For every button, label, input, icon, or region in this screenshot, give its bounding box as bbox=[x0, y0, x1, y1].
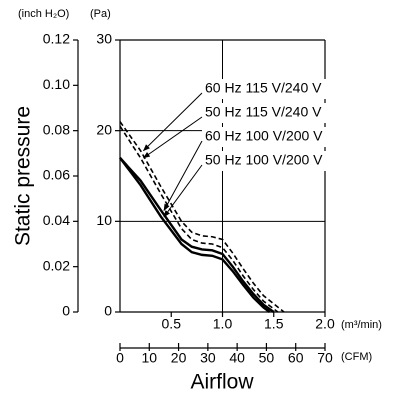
y2-tick-label: 0 bbox=[62, 303, 70, 319]
x2-tick-label: 30 bbox=[200, 350, 216, 366]
legend-bg bbox=[202, 103, 364, 123]
x2-tick-label: 70 bbox=[317, 350, 333, 366]
y-unit: (Pa) bbox=[90, 8, 111, 20]
x2-tick-label: 10 bbox=[141, 350, 157, 366]
series-line bbox=[119, 121, 285, 313]
y2-tick-label: 0.08 bbox=[43, 121, 70, 137]
y-tick-label: 20 bbox=[96, 121, 112, 137]
y2-tick-label: 0.06 bbox=[43, 167, 70, 183]
series-line bbox=[119, 125, 279, 313]
legend-bg bbox=[202, 79, 364, 99]
x-axis-title: Airflow bbox=[190, 371, 254, 394]
y2-tick-label: 0.04 bbox=[43, 212, 70, 228]
legend-label: 50 Hz 115 V/240 V bbox=[205, 104, 322, 120]
series-line bbox=[119, 157, 271, 313]
legend-bg bbox=[202, 127, 364, 147]
y2-tick-label: 0.02 bbox=[43, 257, 70, 273]
legend-label: 60 Hz 115 V/240 V bbox=[205, 80, 322, 96]
legend-label: 50 Hz 100 V/200 V bbox=[205, 152, 323, 168]
y2-unit: (inch H₂O) bbox=[18, 8, 69, 20]
x-tick-label: 1.5 bbox=[264, 316, 284, 332]
x-tick-label: 0.5 bbox=[162, 316, 182, 332]
y2-tick-label: 0.12 bbox=[43, 31, 70, 47]
y-tick-label: 30 bbox=[96, 31, 112, 47]
x2-tick-label: 0 bbox=[116, 350, 124, 366]
leader-line bbox=[163, 140, 203, 212]
x2-tick-label: 20 bbox=[171, 350, 187, 366]
x2-tick-label: 60 bbox=[288, 350, 304, 366]
x-tick-label: 1.0 bbox=[213, 316, 233, 332]
leader-line bbox=[163, 164, 203, 218]
y-axis-title: Static pressure bbox=[12, 106, 35, 246]
series-line bbox=[119, 157, 275, 313]
x-unit: (m³/min) bbox=[341, 319, 382, 331]
x2-tick-label: 50 bbox=[259, 350, 275, 366]
legend-bg bbox=[202, 151, 364, 171]
y-tick-label: 0 bbox=[104, 303, 112, 319]
y2-tick-label: 0.10 bbox=[43, 76, 70, 92]
x2-tick-label: 40 bbox=[229, 350, 245, 366]
x2-unit: (CFM) bbox=[341, 351, 372, 363]
y-tick-label: 10 bbox=[96, 212, 112, 228]
leader-line bbox=[142, 116, 203, 159]
legend-label: 60 Hz 100 V/200 V bbox=[205, 128, 323, 144]
x-tick-label: 2.0 bbox=[315, 316, 335, 332]
leader-line bbox=[143, 92, 203, 152]
